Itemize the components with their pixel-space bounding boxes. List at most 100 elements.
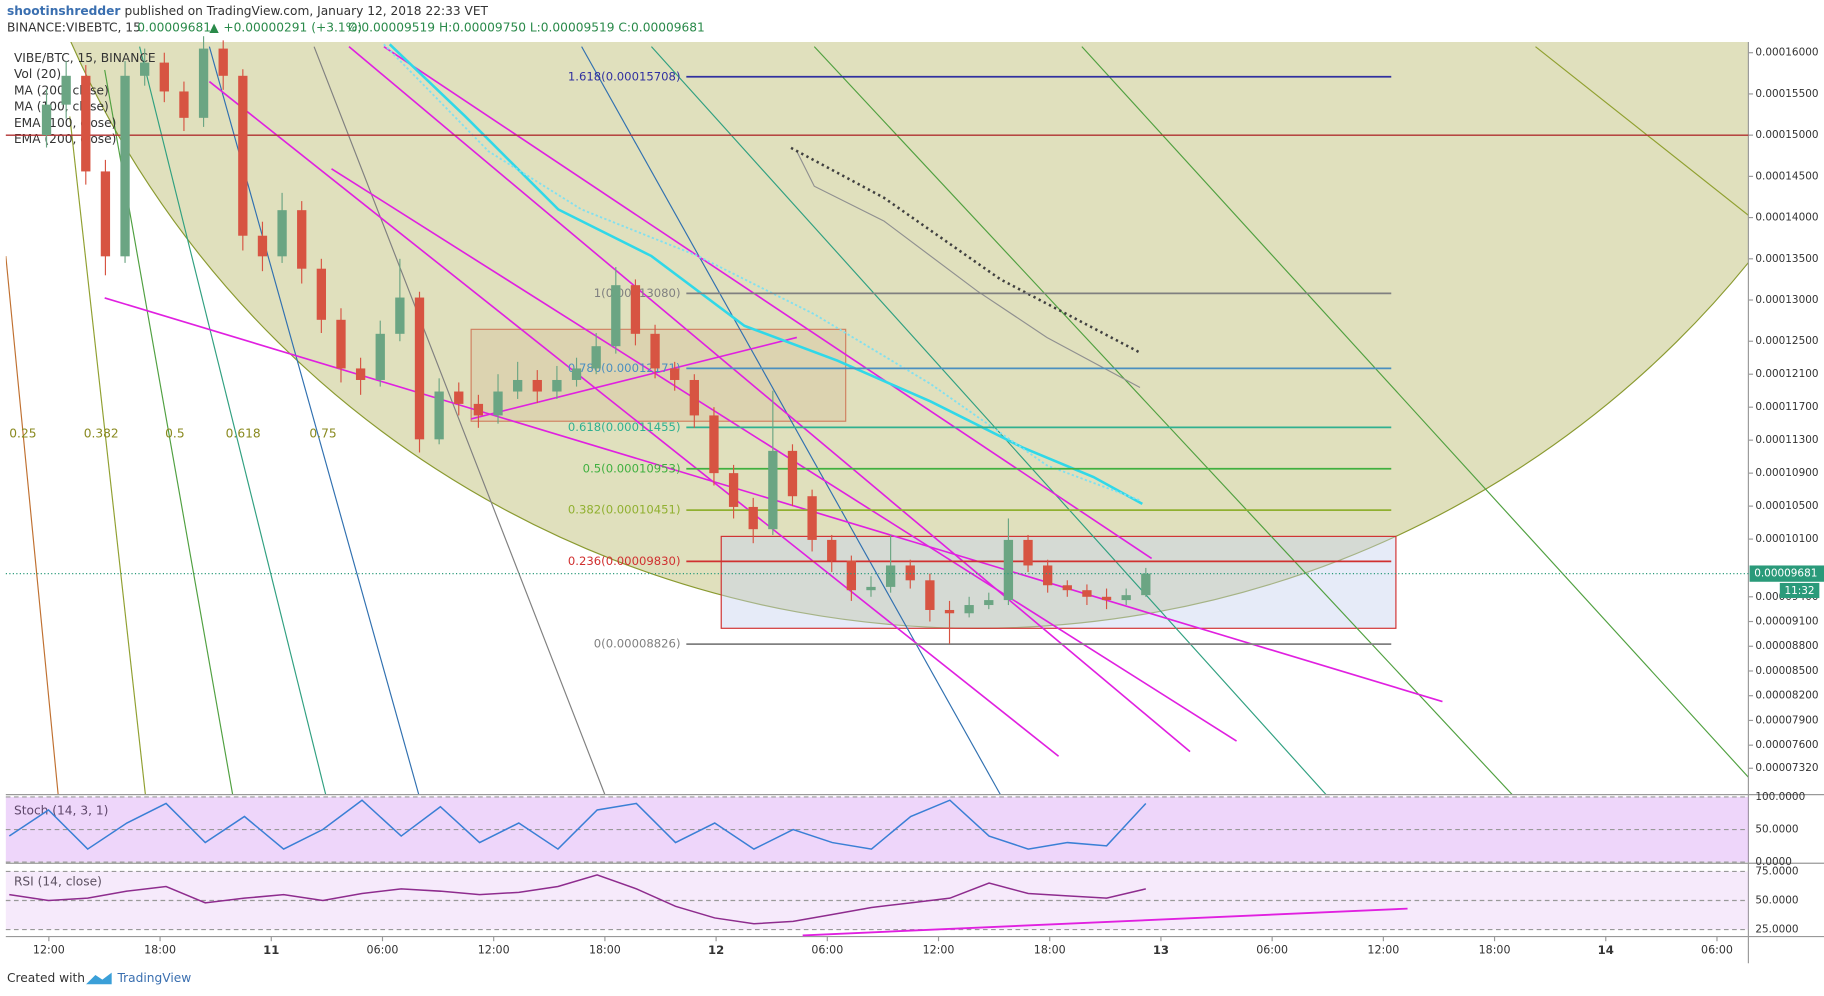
fan-label: 0.75 xyxy=(309,427,336,441)
y-tick-label: 0.00011700 xyxy=(1755,401,1818,413)
y-tick-label: 0.00010900 xyxy=(1755,467,1818,479)
x-tick-label: 12:00 xyxy=(923,944,955,957)
candle-body xyxy=(807,496,817,540)
fib-label: 0.236(0.00009830) xyxy=(568,554,681,568)
candle-body xyxy=(532,379,542,392)
x-tick-label: 12 xyxy=(708,943,724,957)
y-tick-label: 0.00013000 xyxy=(1755,294,1818,306)
candle-body xyxy=(1043,565,1053,586)
symbol: BINANCE:VIBEBTC, 15 xyxy=(7,21,141,35)
candle-body xyxy=(1121,595,1131,601)
candle-body xyxy=(198,48,209,118)
x-tick-label: 06:00 xyxy=(367,944,399,957)
candle-body xyxy=(748,506,758,530)
legend-item: MA (200, close) xyxy=(14,83,109,97)
y-tick-label: 0.00010100 xyxy=(1755,533,1818,545)
x-tick-label: 12:00 xyxy=(33,944,65,957)
legend-item: Vol (20) xyxy=(14,67,61,81)
fan-label: 0.5 xyxy=(165,427,184,441)
footer-created: Created with xyxy=(7,971,85,985)
candle-body xyxy=(1141,573,1151,596)
candle-body xyxy=(611,285,621,347)
candle-body xyxy=(944,609,955,614)
candle-body xyxy=(81,75,91,172)
x-tick-label: 12:00 xyxy=(1367,944,1399,957)
fan-label: 0.25 xyxy=(9,427,36,441)
change: +0.00000291 (+3.1%) xyxy=(223,21,362,35)
y-tick-label: 0.00015000 xyxy=(1755,129,1818,141)
candle-body xyxy=(179,91,189,118)
footer-brand[interactable]: TradingView xyxy=(116,971,191,985)
current-price-box xyxy=(1749,565,1824,582)
candle-body xyxy=(591,346,601,369)
legend-item: VIBE/BTC, 15, BINANCE xyxy=(14,51,156,65)
x-tick-label: 18:00 xyxy=(144,944,176,957)
range-box xyxy=(720,535,1397,629)
candle-body xyxy=(787,450,798,497)
candle-body xyxy=(709,415,719,474)
candle-body xyxy=(846,560,857,591)
y-tick-label: 100.0000 xyxy=(1755,791,1805,803)
candle-body xyxy=(827,539,837,561)
y-tick-label: 0.00010500 xyxy=(1755,500,1818,512)
x-tick-label: 13 xyxy=(1153,943,1169,957)
author[interactable]: shootinshredder xyxy=(7,4,120,18)
candle-body xyxy=(473,403,484,416)
candle-body xyxy=(728,473,739,507)
y-tick-label: 0.0000 xyxy=(1755,856,1792,868)
candle-body xyxy=(355,368,366,380)
y-tick-label: 0.00008500 xyxy=(1755,665,1818,677)
fib-label: 0.382(0.00010451) xyxy=(568,503,681,517)
ema-line xyxy=(383,43,1141,502)
candle-body xyxy=(140,62,150,76)
y-tick-label: 0.00015500 xyxy=(1755,88,1818,100)
fib-label: 0.618(0.00011455) xyxy=(568,420,681,434)
fan-label: 0.618 xyxy=(226,427,261,441)
candle-body xyxy=(61,75,71,105)
arrow: ▲ xyxy=(209,21,219,35)
candle-body xyxy=(493,391,503,416)
candle-body xyxy=(1003,539,1014,601)
y-tick-label: 0.00007320 xyxy=(1755,762,1818,774)
ma-line xyxy=(790,146,1141,354)
y-tick-label: 0.00008800 xyxy=(1755,640,1818,652)
y-tick-label: 0.00007900 xyxy=(1755,714,1818,726)
candle-body xyxy=(316,268,327,320)
y-tick-label: 25.0000 xyxy=(1755,924,1798,936)
ma-line xyxy=(796,151,1141,389)
fib-label: 0.5(0.00010953) xyxy=(583,461,681,475)
drawings xyxy=(5,42,1749,795)
candle-body xyxy=(434,391,444,440)
y-tick-label: 75.0000 xyxy=(1755,865,1798,877)
candle-body xyxy=(375,333,385,380)
y-tick-label: 0.00014000 xyxy=(1755,212,1818,224)
y-tick-label: 50.0000 xyxy=(1755,824,1798,836)
last-price: 0.00009681 xyxy=(137,21,211,35)
x-tick-label: 06:00 xyxy=(1701,944,1733,957)
y-tick-label: 0.00009100 xyxy=(1755,616,1818,628)
candle-body xyxy=(257,235,268,257)
candle-body xyxy=(218,48,228,76)
published: published on TradingView.com, January 12… xyxy=(124,4,488,18)
candle-body xyxy=(905,565,915,581)
x-tick-label: 12:00 xyxy=(478,944,510,957)
candle-body xyxy=(1023,539,1033,566)
stoch-line xyxy=(8,799,1147,851)
candle-body xyxy=(238,75,248,236)
candle-body xyxy=(650,333,660,369)
fib-label: 1.618(0.00015708) xyxy=(568,69,681,83)
candle-body xyxy=(768,450,778,530)
candle-body xyxy=(1082,590,1092,597)
fib-label: 0.786(0.00012171) xyxy=(568,361,681,375)
candle-body xyxy=(414,297,425,440)
rsi-trend-line xyxy=(802,907,1408,937)
candle-body xyxy=(885,565,896,587)
x-tick-label: 06:00 xyxy=(1256,944,1288,957)
candle-body xyxy=(1101,596,1112,601)
y-tick-label: 0.00007600 xyxy=(1755,739,1818,751)
x-tick-label: 18:00 xyxy=(1034,944,1066,957)
time-left-box xyxy=(1779,582,1820,599)
x-tick-label: 18:00 xyxy=(589,944,621,957)
candle-body xyxy=(454,391,464,404)
